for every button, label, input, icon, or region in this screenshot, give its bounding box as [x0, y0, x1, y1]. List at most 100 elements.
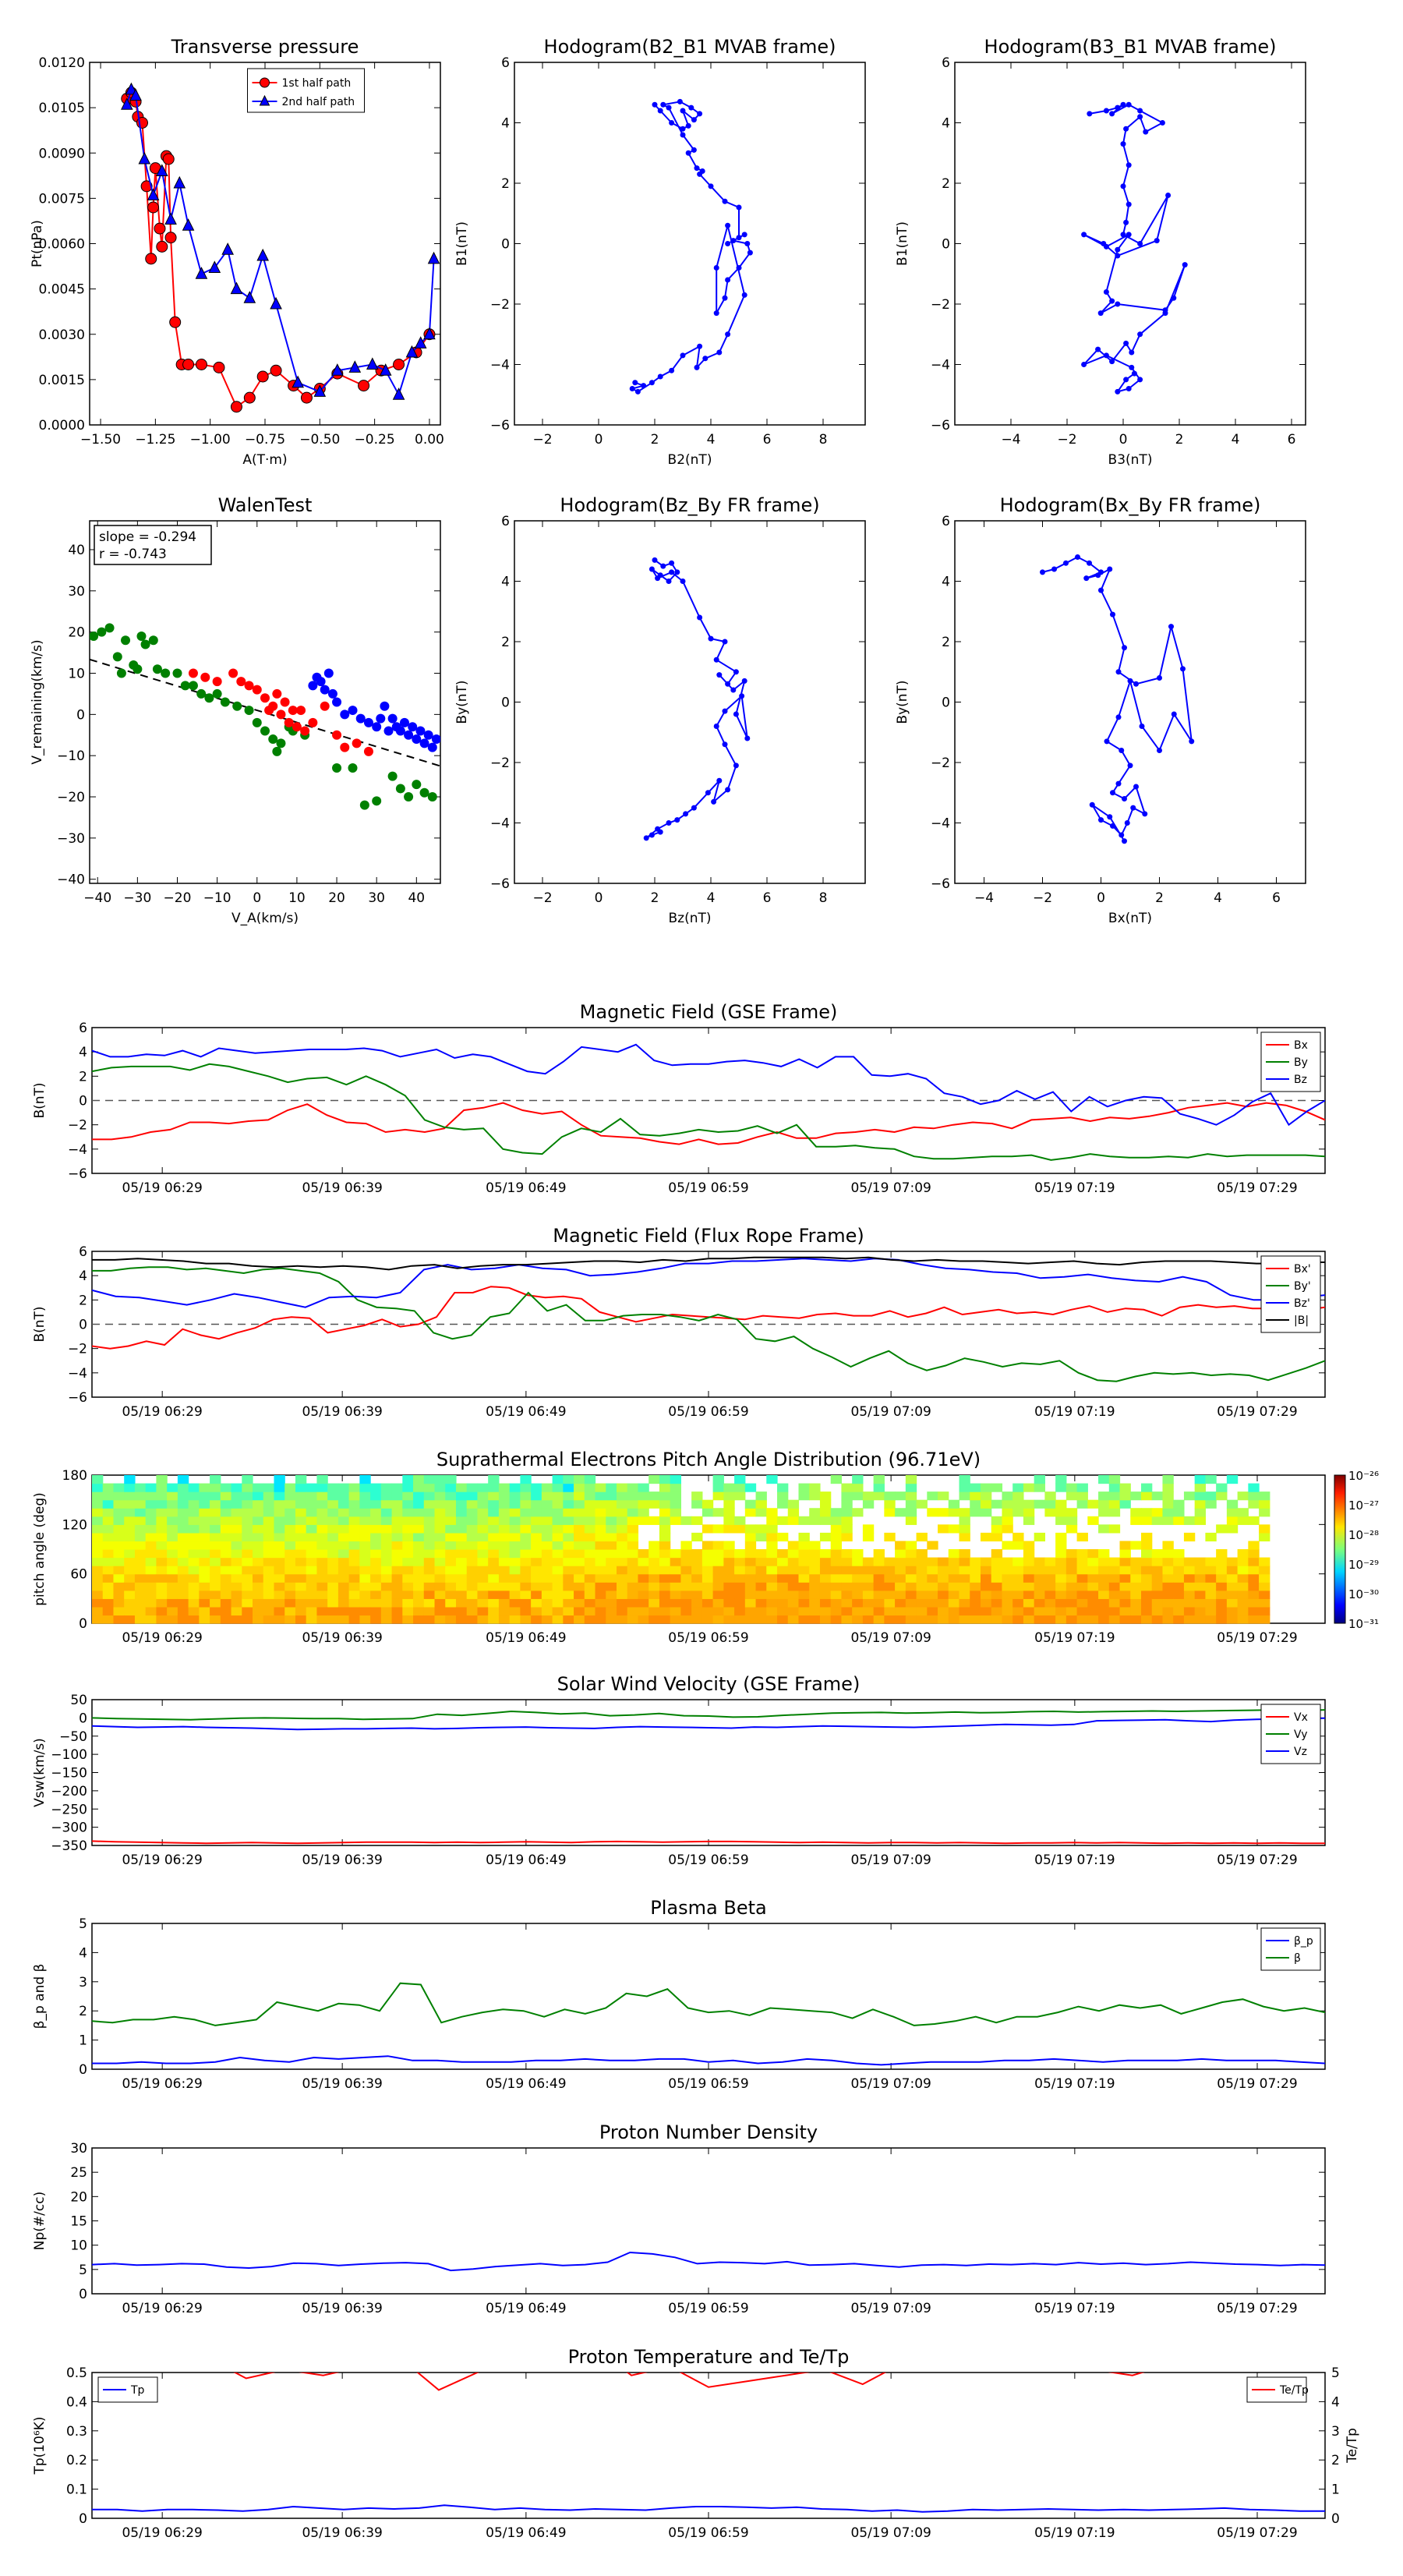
x-tick-label: 05/19 06:49: [486, 2076, 566, 2092]
heatmap-cell: [766, 1573, 778, 1583]
scatter-point: [363, 746, 373, 756]
x-tick-label: −2: [1057, 432, 1076, 448]
scatter-point: [316, 677, 326, 687]
heatmap-cell: [584, 1582, 596, 1591]
heatmap-cell: [595, 1590, 606, 1599]
y-tick-label: 4: [79, 1045, 87, 1060]
heatmap-cell: [670, 1557, 682, 1566]
heatmap-cell: [327, 1582, 339, 1591]
heatmap-cell: [723, 1516, 735, 1525]
heatmap-cell: [348, 1491, 360, 1501]
series-line-Vx: [92, 1840, 1325, 1845]
scatter-point: [204, 693, 214, 703]
heatmap-cell: [263, 1598, 275, 1608]
heatmap-cell: [359, 1475, 371, 1484]
heatmap-cell: [1205, 1566, 1217, 1575]
x-tick-label: 05/19 06:59: [668, 2525, 748, 2541]
data-point: [138, 151, 151, 165]
heatmap-cell: [434, 1566, 446, 1575]
heatmap-cell: [520, 1582, 532, 1591]
heatmap-cell: [284, 1573, 296, 1583]
heatmap-cell: [670, 1549, 682, 1559]
y-tick-label: −2: [931, 297, 950, 313]
heatmap-cell: [1216, 1483, 1228, 1492]
heatmap-cell: [1023, 1606, 1035, 1616]
heatmap-cell: [370, 1499, 382, 1509]
data-point: [1126, 201, 1132, 207]
heatmap-cell: [498, 1582, 511, 1591]
data-point: [1180, 666, 1186, 672]
data-point: [195, 267, 208, 279]
heatmap-cell: [274, 1606, 285, 1616]
heatmap-cell: [670, 1606, 682, 1616]
heatmap-cell: [1044, 1590, 1056, 1599]
heatmap-cell: [156, 1606, 168, 1616]
data-point: [1131, 370, 1137, 377]
heatmap-cell: [1162, 1566, 1174, 1575]
data-point: [1119, 832, 1125, 838]
scatter-point: [140, 639, 150, 649]
heatmap-cell: [552, 1582, 564, 1591]
heatmap-cell: [134, 1483, 147, 1492]
heatmap-cell: [991, 1615, 1003, 1624]
heatmap-cell: [680, 1516, 692, 1525]
scatter-point: [196, 688, 207, 699]
heatmap-cell: [616, 1557, 628, 1566]
heatmap-cell: [113, 1491, 125, 1501]
heatmap-cell: [970, 1566, 981, 1575]
scatter-point: [272, 746, 282, 756]
heatmap-cell: [1055, 1582, 1067, 1591]
heatmap-cell: [680, 1606, 692, 1616]
scatter-point: [220, 697, 230, 707]
heatmap-cell: [980, 1491, 992, 1501]
heatmap-cell: [477, 1590, 489, 1599]
heatmap-cell: [1194, 1606, 1207, 1616]
scatter-point: [404, 730, 414, 740]
heatmap-cell: [124, 1598, 136, 1608]
heatmap-cell: [563, 1615, 574, 1624]
heatmap-cell: [231, 1582, 242, 1591]
heatmap-cell: [1130, 1566, 1142, 1575]
heatmap-cell: [970, 1557, 981, 1566]
y-tick-label: 20: [68, 625, 85, 641]
data-point: [129, 88, 142, 101]
heatmap-cell: [1108, 1499, 1121, 1509]
heatmap-cell: [584, 1491, 596, 1501]
heatmap-cell: [402, 1524, 414, 1534]
data-point: [669, 120, 675, 126]
heatmap-cell: [113, 1557, 125, 1566]
heatmap-cell: [1183, 1532, 1196, 1542]
y-axis-label: B(nT): [32, 1306, 48, 1342]
heatmap-cell: [306, 1598, 318, 1608]
heatmap-cell: [253, 1524, 264, 1534]
heatmap-cell: [520, 1475, 532, 1484]
heatmap-cell: [113, 1582, 125, 1591]
heatmap-cell: [295, 1483, 307, 1492]
heatmap-cell: [134, 1532, 147, 1542]
x-axis-label: Bz(nT): [668, 911, 711, 926]
heatmap-cell: [734, 1590, 746, 1599]
heatmap-cell: [691, 1499, 703, 1509]
heatmap-cell: [199, 1483, 210, 1492]
heatmap-cell: [574, 1582, 585, 1591]
y-tick-label: −2: [68, 1118, 87, 1134]
heatmap-cell: [787, 1549, 800, 1559]
heatmap-cell: [1151, 1582, 1164, 1591]
heatmap-cell: [884, 1606, 896, 1616]
heatmap-cell: [1173, 1508, 1185, 1517]
heatmap-cell: [723, 1541, 735, 1550]
data-point: [270, 296, 282, 310]
scatter-point: [372, 722, 382, 732]
heatmap-cell: [1119, 1483, 1131, 1492]
heatmap-cell: [702, 1573, 714, 1583]
heatmap-cell: [1023, 1541, 1035, 1550]
heatmap-cell: [1216, 1582, 1228, 1591]
data-point: [1083, 575, 1090, 582]
heatmap-cell: [210, 1541, 221, 1550]
heatmap-cell: [466, 1615, 479, 1624]
heatmap-cell: [1055, 1475, 1067, 1484]
heatmap-cell: [862, 1615, 875, 1624]
y-tick-label: −2: [931, 755, 950, 771]
scatter-point: [408, 722, 418, 732]
heatmap-cell: [648, 1573, 660, 1583]
